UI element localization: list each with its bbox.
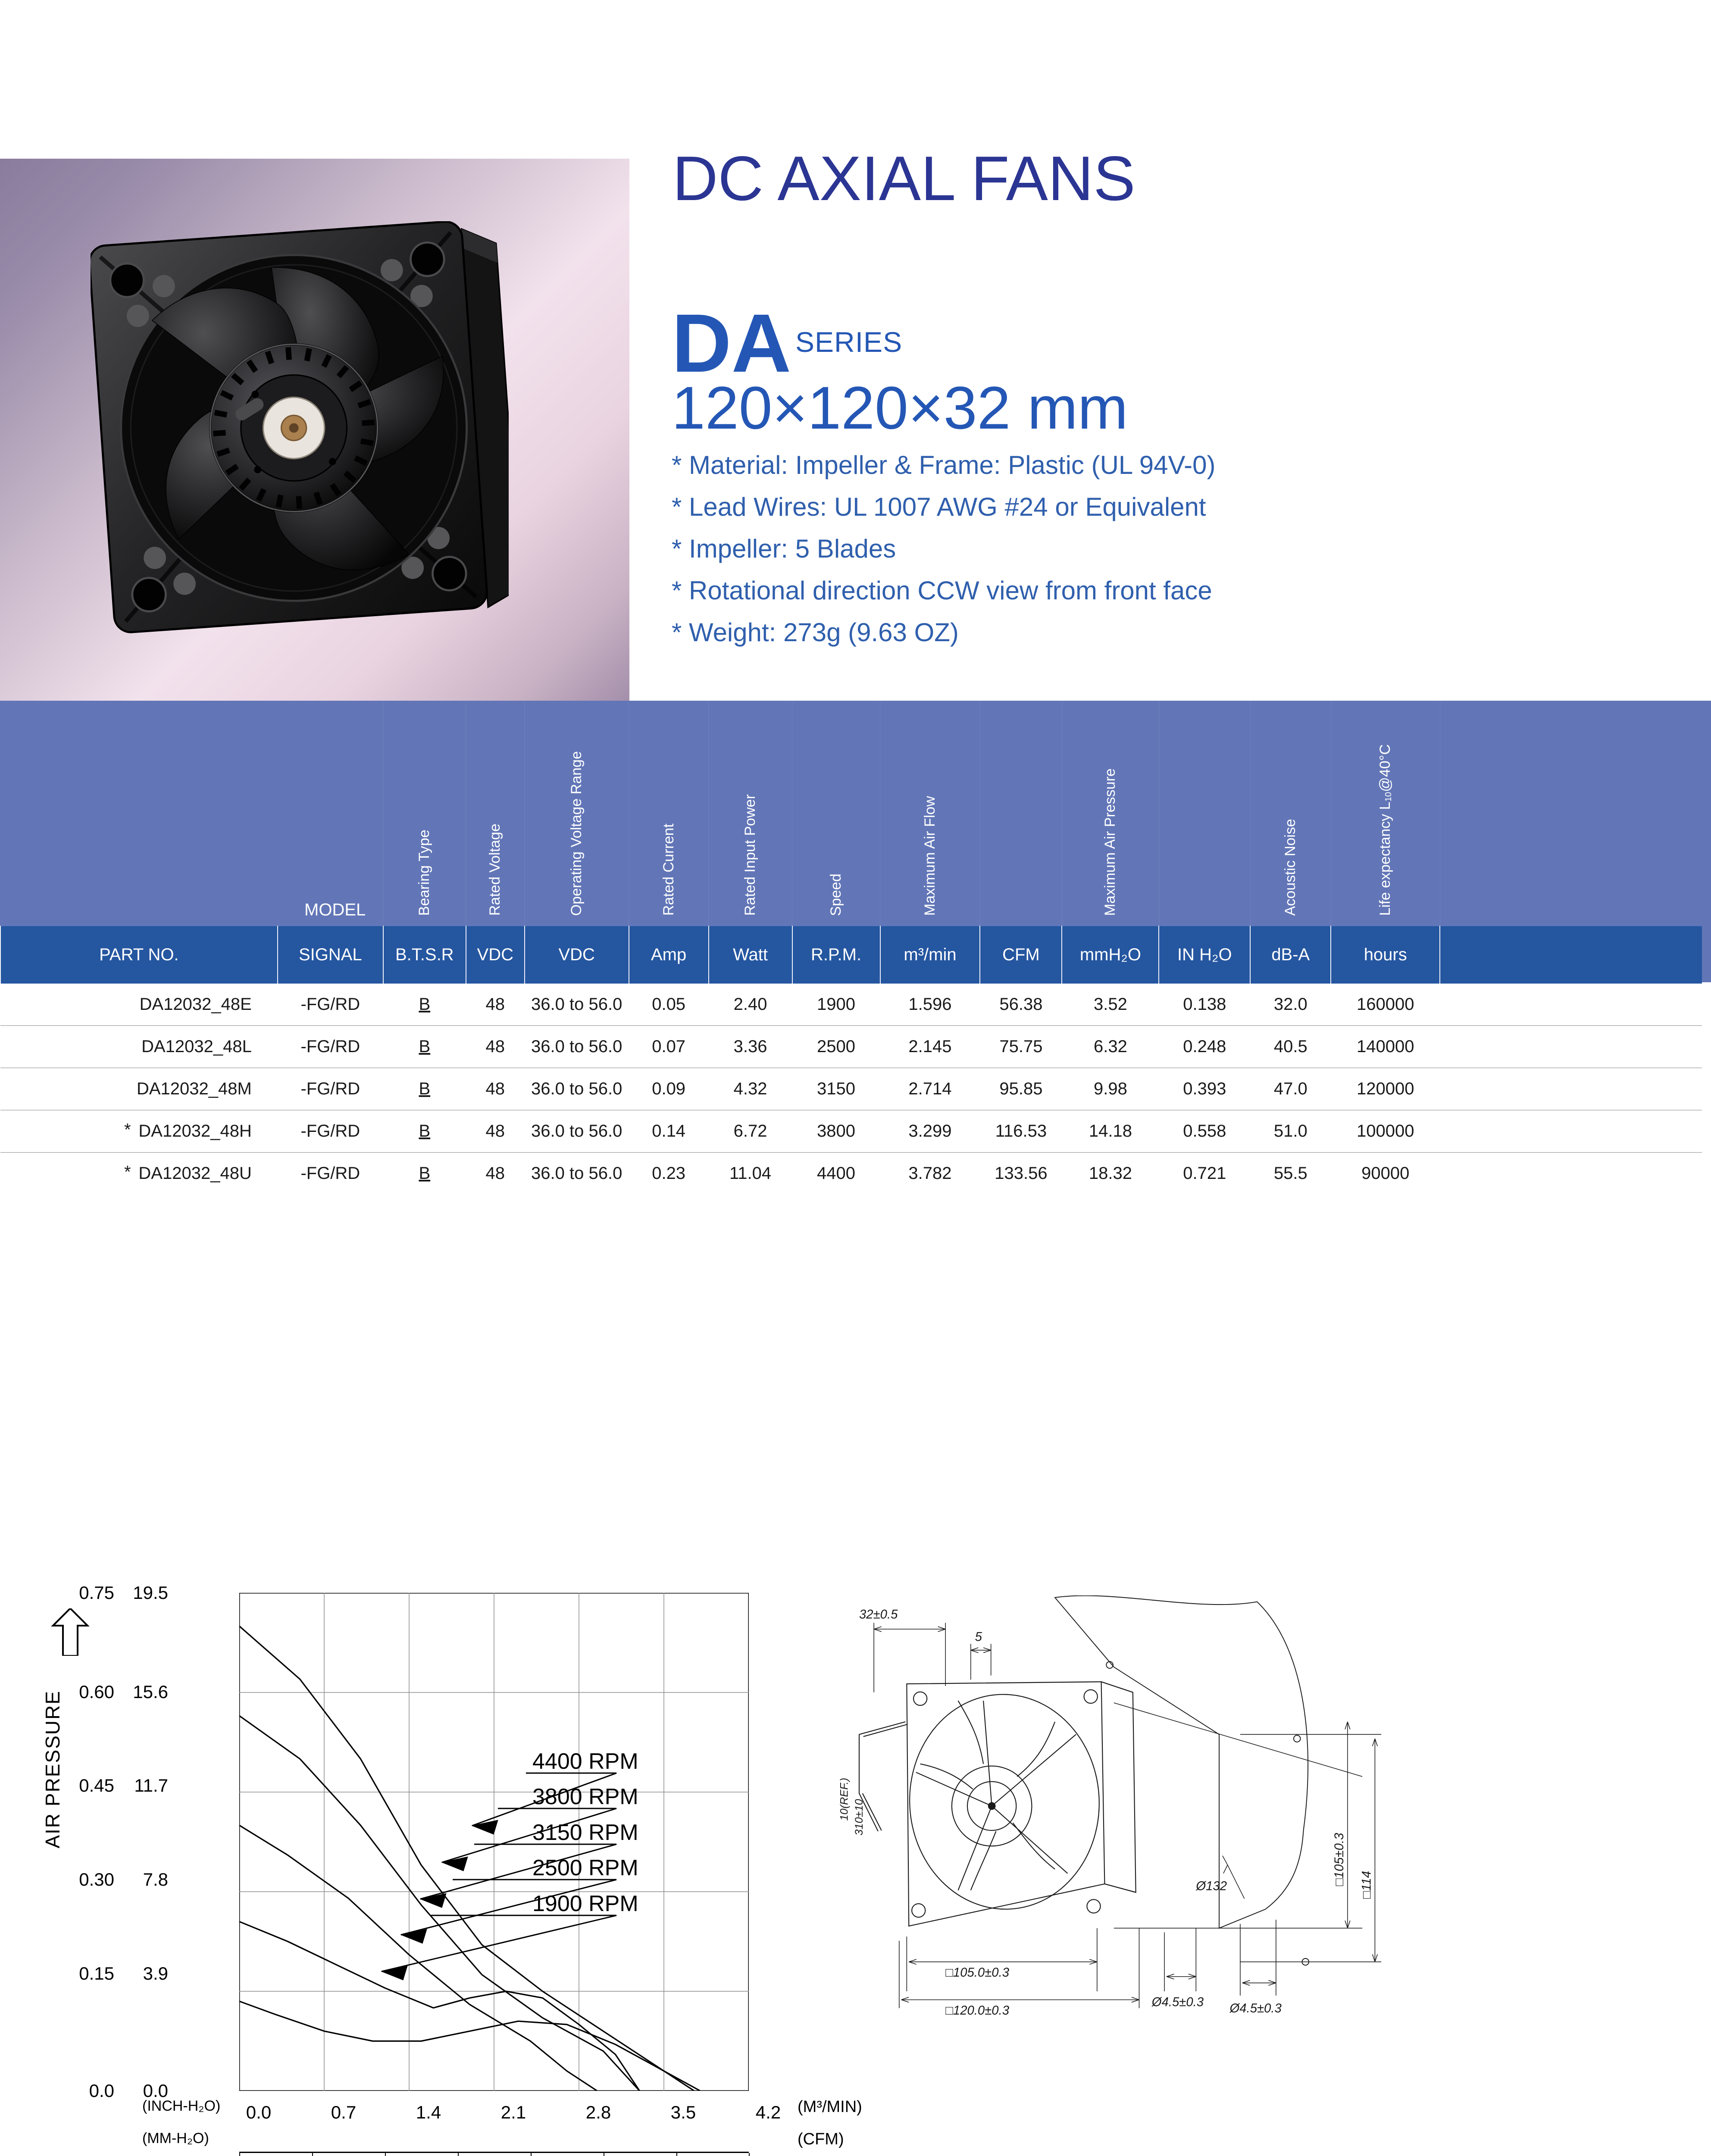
svg-text:□120.0±0.3: □120.0±0.3 [945,2003,1010,2018]
svg-text:2500 RPM: 2500 RPM [532,1855,638,1880]
svg-text:1900 RPM: 1900 RPM [532,1891,638,1916]
svg-text:310±10: 310±10 [853,1799,865,1836]
svg-text:□105.0±0.3: □105.0±0.3 [945,1965,1010,1980]
svg-text:4400 RPM: 4400 RPM [532,1749,638,1774]
svg-text:Ø4.5±0.3: Ø4.5±0.3 [1151,1995,1204,2009]
svg-text:Ø4.5±0.3: Ø4.5±0.3 [1229,2001,1282,2015]
svg-text:32±0.5: 32±0.5 [859,1608,898,1622]
svg-text:□114: □114 [1360,1871,1374,1899]
svg-text:3150 RPM: 3150 RPM [532,1820,638,1845]
svg-text:□105±0.3: □105±0.3 [1332,1833,1346,1886]
svg-text:5: 5 [975,1630,982,1644]
svg-text:10(REF.): 10(REF.) [838,1778,851,1821]
svg-text:Ø132: Ø132 [1195,1879,1227,1893]
svg-text:3800 RPM: 3800 RPM [532,1784,638,1809]
